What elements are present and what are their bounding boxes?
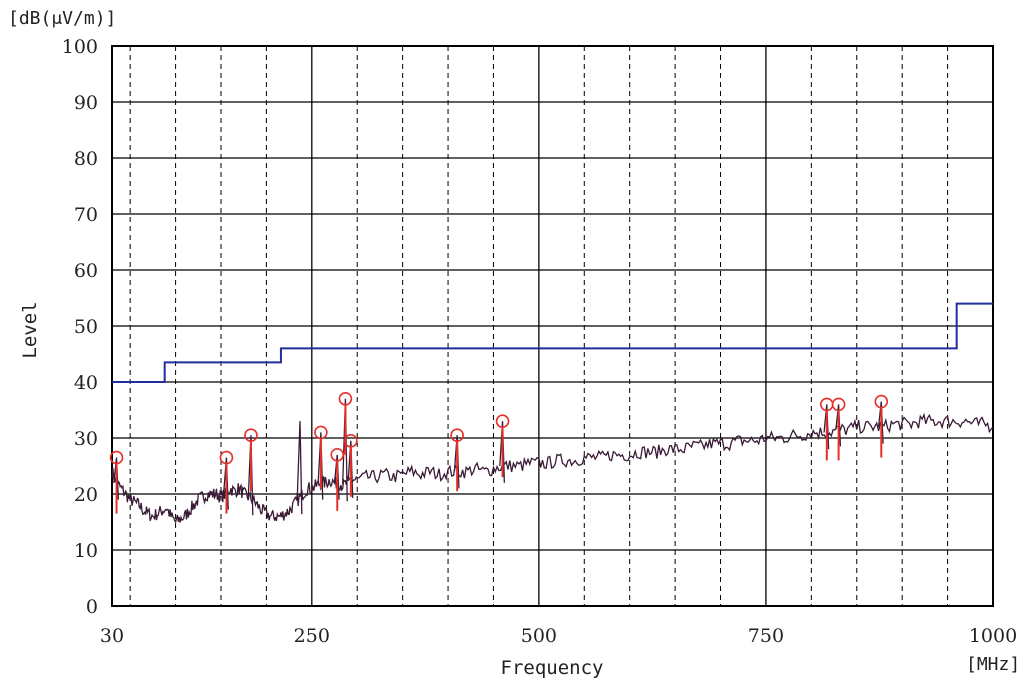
y-tick-label: 0: [86, 596, 98, 618]
y-tick-label: 60: [74, 260, 98, 282]
x-tick-label: 750: [748, 625, 784, 647]
peak-marker-circle: [314, 425, 328, 440]
y-tick-label: 100: [62, 36, 98, 58]
trace-spike: [499, 421, 506, 483]
trace-spike: [333, 454, 340, 500]
peak-marker-circle: [244, 428, 258, 443]
peak-marker-circle: [450, 428, 464, 443]
trace-spike: [823, 404, 830, 450]
x-tick-label: 250: [294, 625, 330, 647]
peak-marker-circle: [338, 391, 353, 406]
x-tick-label: 500: [521, 625, 557, 647]
x-axis-title: Frequency: [501, 657, 604, 679]
peak-marker-circle: [109, 450, 124, 465]
y-tick-label: 50: [74, 316, 98, 338]
peak-marker-circle: [344, 433, 358, 448]
trace-spike: [247, 435, 254, 516]
y-unit-label: [dB(μV/m)]: [8, 8, 116, 29]
trace-spike: [453, 435, 460, 489]
trace-spike: [835, 404, 842, 447]
peak-marker-circle: [831, 397, 846, 412]
y-axis-title: Level: [19, 301, 41, 358]
peak-marker-circle: [874, 394, 889, 409]
trace-spike: [317, 432, 324, 500]
plot-area-frame: [111, 45, 994, 607]
trace-spike: [877, 401, 884, 444]
peak-marker-circle: [219, 450, 234, 465]
y-tick-label: 80: [74, 148, 98, 170]
peak-markers: [109, 391, 889, 514]
x-tick-label: 1000: [969, 625, 1017, 647]
trace-spike: [296, 421, 303, 515]
trace-spike: [113, 457, 120, 500]
y-tick-label: 30: [74, 428, 98, 450]
x-unit-label: [MHz]: [966, 654, 1020, 675]
trace-spike: [347, 440, 354, 498]
peak-marker-circle: [495, 414, 510, 429]
y-tick-label: 90: [74, 92, 98, 114]
y-tick-label: 70: [74, 204, 98, 226]
x-tick-labels: 30 250 500 750 1000: [100, 625, 1017, 647]
limit-line: [112, 302, 993, 383]
peak-marker-circle: [330, 447, 345, 462]
y-tick-labels: 0 10 20 30 40 50 60 70 80 90 100: [62, 36, 98, 618]
trace-spike: [223, 457, 229, 510]
grid: [112, 46, 993, 606]
y-tick-label: 10: [74, 540, 98, 562]
measurement-trace: [111, 412, 994, 524]
y-tick-label: 40: [74, 372, 98, 394]
x-tick-label: 30: [100, 625, 124, 647]
y-tick-label: 20: [74, 484, 98, 506]
